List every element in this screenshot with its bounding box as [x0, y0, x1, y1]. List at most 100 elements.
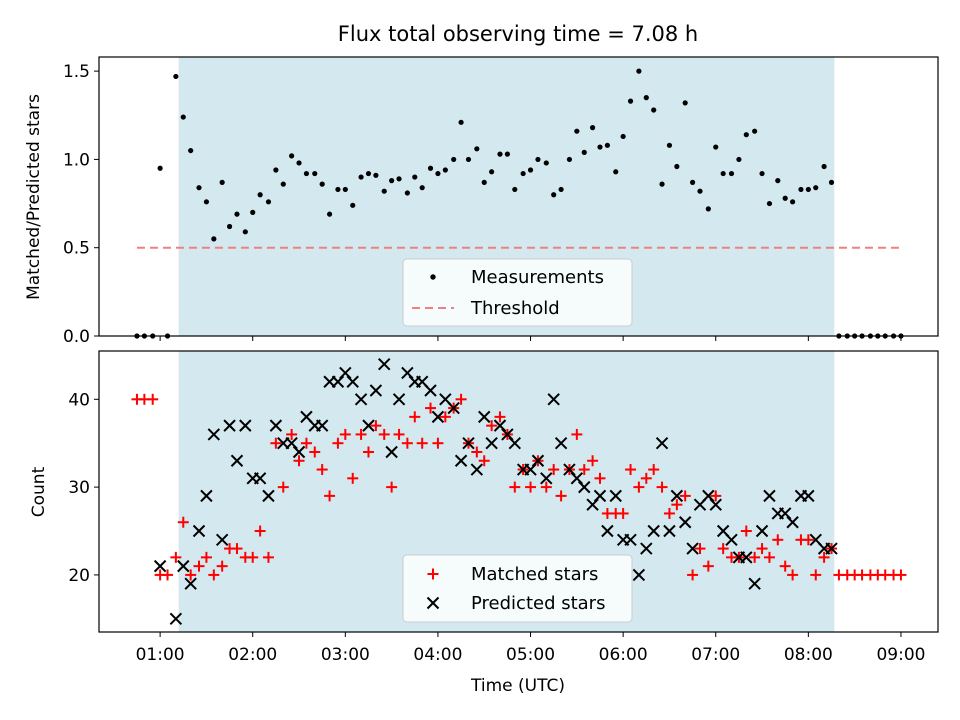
measurement-point: [535, 156, 541, 163]
predicted-star-point: [632, 568, 646, 582]
measurement-point: [481, 179, 487, 185]
measurement-point: [574, 128, 580, 134]
measurement-point: [265, 199, 272, 205]
predicted-star-point: [385, 445, 398, 459]
y-tick-label: 20: [68, 566, 90, 586]
matched-star-point: [170, 551, 182, 563]
matched-star-point: [416, 437, 428, 449]
matched-star-point: [663, 507, 675, 519]
matched-star-point: [309, 446, 321, 458]
matched-star-point: [810, 569, 822, 581]
measurement-point: [188, 147, 194, 154]
measurement-point: [636, 68, 642, 74]
ratio-legend-box: [402, 258, 633, 327]
matched-star-point: [555, 490, 567, 502]
measurement-point: [659, 181, 665, 187]
predicted-star-point: [531, 454, 545, 467]
x-tick-label: 09:00: [876, 645, 925, 665]
ratio-axes-frame: [98, 56, 939, 337]
legend-measurements-marker: [430, 274, 436, 280]
measurement-point: [674, 163, 680, 170]
predicted-star-point: [184, 577, 197, 590]
predicted-star-point: [725, 533, 738, 547]
matched-star-point: [247, 551, 259, 563]
matched-star-point: [617, 507, 629, 519]
measurement-point: [589, 125, 596, 131]
measurement-point: [412, 174, 418, 180]
matched-star-point: [277, 481, 289, 493]
measurement-point: [435, 170, 441, 177]
x-tick-label: 06:00: [599, 645, 648, 665]
matched-star-point: [540, 481, 552, 493]
predicted-star-point: [825, 542, 838, 555]
y-tick-label: 1.0: [63, 150, 90, 170]
measurement-point: [620, 133, 626, 140]
matched-star-point: [679, 490, 691, 502]
matched-star-point: [355, 428, 367, 440]
matched-star-point: [895, 569, 907, 581]
matched-star-point: [386, 481, 398, 493]
measurement-point: [527, 167, 534, 173]
predicted-star-point: [748, 577, 761, 590]
measurement-point: [666, 142, 673, 148]
y-tick-label: 1.5: [63, 62, 90, 82]
predicted-star-point: [200, 489, 213, 503]
matched-star-point: [347, 472, 359, 484]
counts-y-axis-label: Count: [29, 466, 49, 517]
measurement-point: [465, 156, 472, 163]
measurement-point: [766, 200, 773, 207]
predicted-star-point: [540, 472, 553, 485]
predicted-star-point: [624, 533, 637, 547]
measurement-point: [689, 179, 696, 185]
predicted-star-point: [485, 436, 498, 450]
measurement-point: [728, 170, 735, 177]
measurement-point: [566, 156, 573, 163]
measurement-point: [558, 186, 564, 193]
measurement-point: [242, 229, 248, 235]
matched-star-point: [162, 569, 174, 581]
ratio-panel: 0.0 0.5 1.0 1.5 Matched/Predicted stars Mea…: [24, 56, 939, 347]
measurement-point: [713, 144, 719, 150]
counts-panel: 20 30 40 01:00 02:00 03:00 04:00 05:00 06:00 07:…: [29, 350, 939, 696]
measurement-point: [365, 170, 372, 177]
matched-star-point: [625, 464, 637, 476]
matched-star-point: [324, 490, 336, 502]
matched-star-point: [286, 428, 298, 440]
matched-star-point: [578, 464, 590, 476]
measurement-point: [234, 211, 240, 217]
matched-star-point: [640, 472, 652, 484]
y-tick-label: 0.5: [63, 239, 90, 259]
measurement-point: [489, 169, 495, 175]
predicted-star-point: [262, 489, 275, 503]
measurement-point: [273, 167, 279, 173]
counts-y-ticks: 20 30 40: [68, 390, 99, 586]
measurement-point: [520, 170, 526, 177]
predicted-star-point: [640, 542, 653, 555]
measurement-point: [798, 186, 804, 193]
measurement-point: [651, 107, 657, 113]
chart-title: Flux total observing time = 7.08 h: [338, 22, 698, 46]
measurement-point: [752, 128, 758, 134]
predicted-star-point: [392, 393, 406, 406]
predicted-star-point: [223, 419, 236, 432]
matched-star-point: [818, 551, 830, 563]
predicted-star-point: [470, 463, 484, 476]
matched-star-point: [455, 393, 467, 405]
y-tick-label: 30: [68, 478, 90, 498]
measurement-point: [296, 160, 302, 166]
measurement-point: [705, 206, 711, 212]
predicted-star-point: [454, 454, 468, 467]
measurement-point: [643, 95, 649, 101]
measurement-point: [280, 181, 286, 187]
measurement-point: [419, 185, 425, 191]
predicted-star-point: [763, 489, 776, 503]
matched-star-point: [208, 569, 220, 581]
matched-star-point: [763, 551, 775, 563]
predicted-star-point: [593, 489, 607, 503]
measurement-point: [180, 114, 186, 120]
predicted-star-point: [153, 559, 167, 573]
predicted-star-point: [378, 357, 391, 371]
x-axis-label: Time (UTC): [470, 676, 565, 696]
matched-star-point: [401, 437, 413, 449]
x-tick-label: 05:00: [506, 645, 555, 665]
